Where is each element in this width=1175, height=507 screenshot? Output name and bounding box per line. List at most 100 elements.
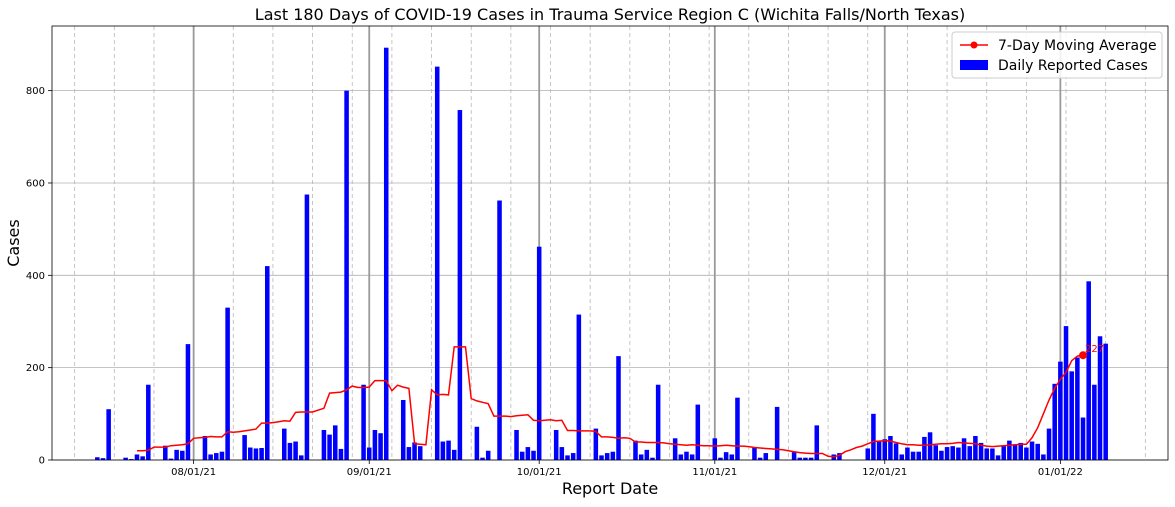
- bar: [916, 451, 922, 460]
- bar: [576, 314, 582, 460]
- bar: [519, 451, 525, 460]
- bar: [185, 344, 191, 460]
- bar: [123, 457, 128, 460]
- bar: [298, 455, 304, 460]
- x-tick-label: 01/01/22: [1038, 467, 1083, 478]
- bar: [202, 435, 208, 460]
- bar: [451, 449, 457, 460]
- bar: [95, 457, 100, 460]
- bar: [366, 447, 372, 460]
- bar: [888, 435, 893, 460]
- bar: [287, 442, 293, 460]
- bar: [927, 432, 933, 460]
- bar: [304, 194, 310, 460]
- bar: [242, 435, 247, 460]
- bar: [910, 451, 916, 460]
- bar: [712, 438, 718, 460]
- bar: [480, 457, 485, 460]
- bar: [440, 441, 446, 460]
- bar: [1018, 442, 1023, 460]
- bar: [1041, 454, 1046, 460]
- bar: [922, 436, 927, 460]
- bar: [1092, 384, 1097, 460]
- bar: [905, 447, 910, 460]
- legend-label-moving-average: 7-Day Moving Average: [998, 38, 1157, 54]
- bar: [616, 356, 621, 460]
- bar: [1075, 357, 1080, 460]
- bar: [729, 454, 735, 460]
- legend-bar-swatch: [960, 60, 988, 70]
- bar: [225, 307, 230, 460]
- bar: [378, 433, 383, 460]
- bar: [774, 406, 780, 460]
- bar-layer: [95, 47, 1108, 460]
- bar: [814, 425, 820, 460]
- bar: [497, 200, 502, 460]
- bar: [1012, 444, 1018, 460]
- bar: [406, 447, 412, 460]
- moving-average-end-label: 227: [1085, 344, 1104, 355]
- legend-box: [951, 31, 1163, 79]
- y-tick-label: 600: [26, 178, 45, 189]
- bar: [633, 440, 638, 460]
- bar: [995, 455, 1001, 460]
- legend-label-daily-cases: Daily Reported Cases: [998, 58, 1148, 74]
- bar: [1052, 383, 1057, 460]
- bar: [990, 448, 995, 460]
- bar: [1103, 343, 1108, 460]
- bar: [1001, 446, 1006, 460]
- bar: [655, 384, 661, 460]
- bar: [536, 246, 542, 460]
- bar: [514, 429, 519, 460]
- bar: [553, 429, 559, 460]
- bar: [752, 447, 757, 460]
- bar: [338, 448, 344, 460]
- bar: [1007, 440, 1012, 460]
- bar: [672, 438, 678, 460]
- y-tick-label: 200: [26, 363, 45, 374]
- y-tick-label: 0: [39, 456, 45, 467]
- grid-layer: [52, 26, 1168, 461]
- bar: [1080, 417, 1086, 460]
- bar: [757, 457, 763, 460]
- bar: [417, 446, 423, 460]
- chart-title: Last 180 Days of COVID-19 Cases in Traum…: [255, 5, 965, 24]
- bar: [650, 457, 655, 460]
- bar: [168, 458, 174, 460]
- bar: [525, 447, 531, 460]
- bar: [219, 451, 225, 460]
- bar: [638, 454, 644, 460]
- bar: [485, 450, 491, 460]
- bar: [474, 426, 480, 460]
- bar: [837, 453, 842, 460]
- bar: [695, 404, 701, 460]
- line-layer: 227: [137, 344, 1104, 458]
- bar: [723, 452, 729, 460]
- bar: [978, 442, 984, 460]
- bar: [604, 453, 610, 460]
- bar: [565, 455, 570, 460]
- bar: [718, 457, 723, 460]
- bar: [593, 428, 599, 460]
- bar: [599, 455, 604, 460]
- bar: [106, 409, 111, 460]
- legend-line-marker: [970, 41, 978, 49]
- bar: [259, 447, 264, 460]
- bar: [967, 446, 972, 460]
- bar: [763, 453, 769, 460]
- bar: [531, 450, 536, 460]
- bar: [933, 445, 939, 460]
- bar: [944, 447, 950, 460]
- x-tick-label: 08/01/21: [171, 467, 216, 478]
- bar: [383, 47, 389, 460]
- bar: [893, 443, 899, 460]
- plot-frame: [51, 25, 1169, 461]
- bar: [344, 90, 349, 460]
- bar: [876, 440, 882, 460]
- bar: [321, 429, 327, 460]
- x-tick-label: 10/01/21: [517, 467, 562, 478]
- bar: [797, 457, 803, 460]
- bar: [808, 457, 814, 460]
- moving-average-line: [137, 346, 1084, 458]
